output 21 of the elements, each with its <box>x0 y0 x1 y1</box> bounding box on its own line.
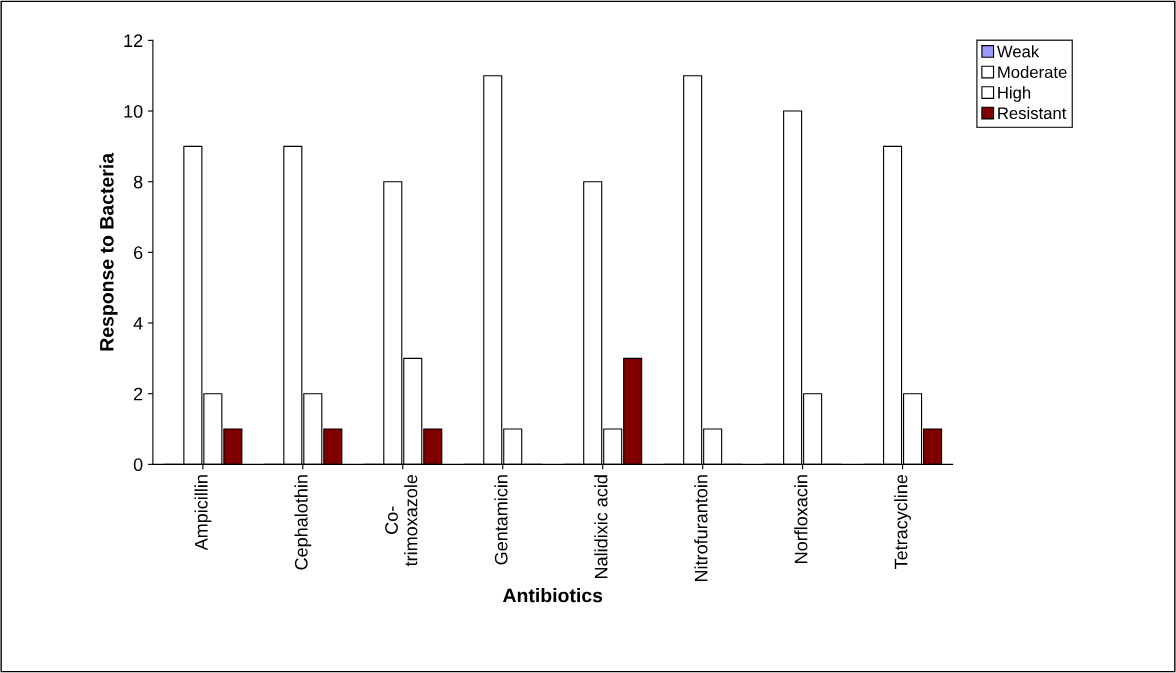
x-tick-label: Norfloxacin <box>794 475 808 563</box>
x-tick-label: Co- trimoxazole <box>385 474 418 567</box>
x-tick-label: Ampicillin <box>194 475 212 551</box>
x-axis-title: Antibiotics <box>502 588 603 603</box>
y-axis-title: Response to Bacteria <box>99 152 118 351</box>
x-tick-label: Gentamicin <box>494 475 508 565</box>
x-tick-label: Nalidixic acid <box>594 475 608 578</box>
y-tick-label: 4 <box>133 317 143 330</box>
y-tick-label: 0 <box>133 458 143 472</box>
legend-label: Weak <box>996 45 1040 58</box>
legend-label: Resistant <box>998 106 1067 120</box>
x-tick-label: Tetracycline <box>894 474 911 569</box>
y-tick-label: 12 <box>124 34 143 47</box>
y-tick-label: 10 <box>124 104 143 118</box>
y-tick-label: 2 <box>134 387 143 401</box>
y-tick-label: 6 <box>134 246 143 260</box>
legend-label: High <box>998 86 1031 102</box>
x-tick-label: Cephalothin <box>294 475 312 570</box>
legend-label: Moderate <box>998 65 1067 79</box>
y-tick-label: 8 <box>133 175 143 189</box>
x-tick-label: Nitrofurantoin <box>694 475 708 581</box>
